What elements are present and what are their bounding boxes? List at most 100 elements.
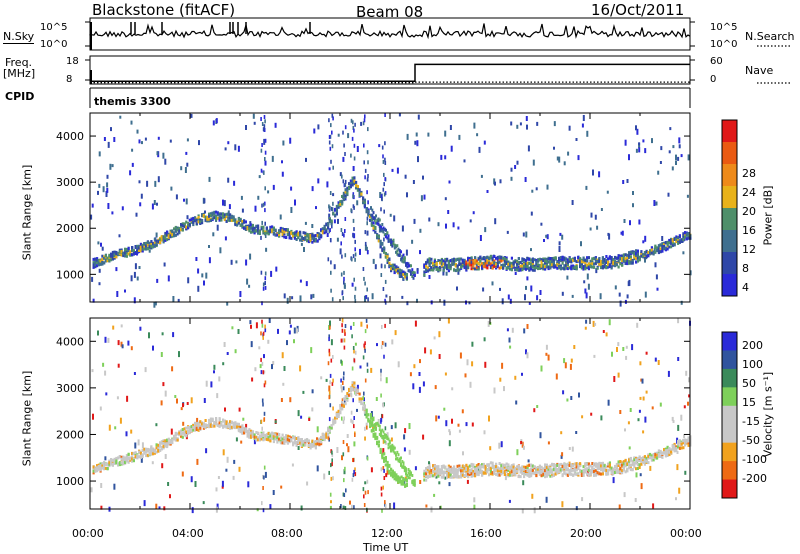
power-echo-point: [290, 231, 293, 235]
velocity-echo-point: [120, 461, 123, 465]
power-echo-point: [633, 257, 636, 261]
velocity-echo-point: [537, 470, 540, 474]
power-descent-point: [401, 254, 404, 258]
velocity-scatter-point: [161, 332, 164, 336]
velocity-echo-point: [586, 467, 589, 471]
power-scatter-point: [110, 127, 112, 132]
velocity-echo-point: [505, 468, 508, 472]
power-scatter-point: [356, 146, 359, 152]
velocity-scatter-point: [325, 378, 328, 382]
power-echo-point: [621, 254, 624, 258]
power-scatter-point: [328, 213, 331, 220]
power-echo-point: [307, 237, 310, 241]
velocity-scatter-point: [105, 392, 108, 396]
power-echo-point: [484, 256, 487, 260]
power-streak-point: [367, 174, 369, 178]
power-echo-point: [108, 258, 111, 262]
velocity-scatter-point: [289, 324, 292, 328]
velocity-echo-point: [131, 451, 134, 455]
power-echo-point: [685, 237, 688, 241]
power-echo-point: [458, 262, 461, 266]
velocity-scatter-point: [102, 362, 105, 367]
velocity-echo-point: [481, 473, 484, 476]
velocity-echo-point: [472, 463, 475, 467]
velocity-scatter-point: [341, 360, 343, 366]
power-echo-point: [223, 218, 226, 222]
velocity-echo-point: [512, 465, 515, 469]
velocity-echo-point: [97, 465, 100, 468]
power-scatter-point: [672, 145, 675, 149]
velocity-echo-point: [425, 474, 428, 478]
nsearch-label: N.Search: [745, 30, 795, 43]
power-echo-point: [633, 255, 636, 259]
velocity-echo-point: [265, 437, 268, 441]
velocity-scatter-point: [280, 398, 283, 402]
velocity-echo-point: [141, 449, 144, 452]
velocity-streak-point: [380, 486, 383, 491]
velocity-echo-point: [360, 397, 363, 401]
power-streak-point: [264, 201, 266, 206]
power-echo-point: [505, 266, 508, 270]
power-streak-point: [354, 286, 357, 291]
velocity-echo-point: [229, 422, 232, 426]
velocity-scatter-point: [509, 345, 512, 349]
velocity-echo-point: [297, 436, 300, 440]
velocity-streak-point: [366, 324, 368, 329]
power-streak-point: [340, 241, 342, 246]
velocity-echo-point: [561, 465, 564, 468]
power-scatter-point: [427, 132, 430, 137]
velocity-scatter-point: [391, 339, 394, 345]
velocity-echo-point: [225, 422, 228, 425]
power-streak-point: [353, 128, 355, 133]
power-scatter-point: [558, 246, 561, 252]
power-echo-point: [430, 261, 433, 265]
power-echo-point: [255, 224, 258, 228]
velocity-scatter-point: [180, 407, 183, 411]
power-streak-point: [364, 230, 367, 235]
power-echo-point: [523, 264, 526, 268]
velocity-echo-point: [157, 443, 160, 447]
power-scatter-point: [677, 156, 680, 161]
power-echo-point: [201, 221, 204, 225]
velocity-scatter-point: [190, 397, 193, 404]
power-scatter-point: [339, 248, 342, 255]
velocity-scatter-point: [116, 396, 119, 400]
velocity-echo-point: [552, 473, 555, 477]
power-scatter-point: [291, 296, 294, 300]
velocity-echo-point: [542, 467, 545, 471]
power-scatter-point: [444, 130, 447, 137]
velocity-echo-point: [524, 465, 527, 469]
power-echo-point: [176, 228, 179, 232]
power-echo-point: [610, 256, 613, 259]
power-streak-point: [260, 235, 262, 240]
velocity-echo-point: [251, 430, 254, 434]
velocity-echo-point: [404, 484, 407, 488]
power-streak-point: [342, 179, 345, 184]
velocity-echo-point: [470, 464, 473, 468]
power-echo-point: [215, 210, 218, 214]
velocity-echo-point: [523, 467, 526, 471]
power-echo-point: [526, 261, 529, 265]
power-echo-point: [612, 262, 615, 266]
velocity-echo-point: [194, 424, 197, 428]
velocity-echo-point: [155, 446, 158, 450]
velocity-echo-point: [374, 432, 377, 436]
velocity-scatter-point: [418, 372, 421, 376]
velocity-scatter-point: [346, 434, 349, 438]
power-streak-point: [331, 130, 333, 135]
power-echo-point: [607, 260, 610, 264]
power-scatter-point: [98, 282, 101, 286]
power-echo-point: [579, 265, 582, 269]
power-descent-point: [377, 222, 380, 226]
power-echo-point: [556, 261, 559, 265]
power-echo-point: [558, 261, 561, 265]
velocity-echo-point: [204, 426, 207, 430]
power-echo-point: [624, 262, 627, 265]
velocity-echo-point: [246, 431, 249, 435]
power-scatter-point: [204, 210, 206, 214]
power-streak-point: [354, 298, 357, 303]
power-scatter-point: [136, 276, 139, 281]
freq-label: Freq.: [5, 56, 33, 69]
velocity-scatter-point: [97, 330, 99, 336]
power-echo-point: [316, 232, 319, 235]
